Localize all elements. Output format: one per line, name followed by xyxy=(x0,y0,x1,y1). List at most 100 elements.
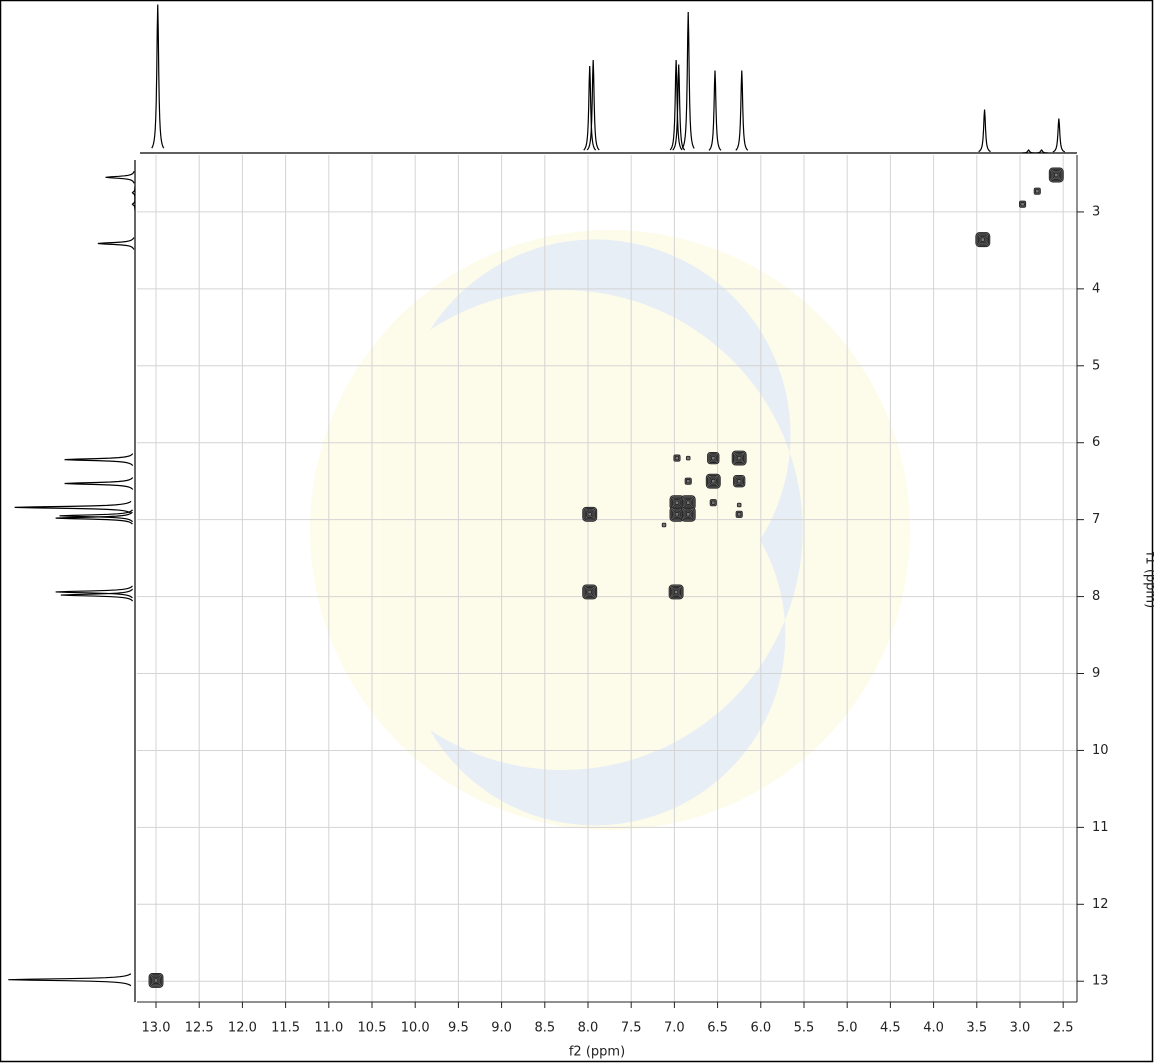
f1-projection-peak xyxy=(131,198,136,211)
contour xyxy=(683,509,694,520)
y-tick-label: 13 xyxy=(1092,974,1109,989)
contour xyxy=(734,476,745,487)
contour xyxy=(1020,201,1025,207)
cross-peak xyxy=(668,584,684,600)
x-tick-label: 7.0 xyxy=(664,1021,685,1036)
x-tick-label: 2.5 xyxy=(1053,1021,1074,1036)
cross-peak xyxy=(673,454,681,462)
contour xyxy=(708,453,719,463)
contour xyxy=(682,508,695,521)
f2-projection-peak xyxy=(1052,118,1066,153)
cross-peak xyxy=(731,450,747,466)
contour xyxy=(151,975,161,986)
contour xyxy=(586,510,594,518)
contour xyxy=(684,499,692,507)
cross-peak xyxy=(1048,167,1064,183)
f2-projection-peak xyxy=(586,59,600,151)
f1-projection-peak xyxy=(97,237,135,250)
x-tick-label: 10.0 xyxy=(401,1021,430,1036)
contour xyxy=(733,451,746,465)
contour xyxy=(711,455,716,461)
f2-projection-peak xyxy=(708,70,722,151)
contour xyxy=(980,237,986,242)
contour xyxy=(1035,188,1040,194)
cross-peak xyxy=(680,506,696,522)
x-tick-label: 3.5 xyxy=(966,1021,987,1036)
cross-peak xyxy=(733,475,746,488)
cross-peak xyxy=(735,510,743,518)
contour xyxy=(685,500,691,505)
f1-projection-peak xyxy=(55,511,133,525)
contour xyxy=(711,500,716,505)
cross-peak xyxy=(148,973,164,988)
watermark-disc xyxy=(310,230,910,830)
contour xyxy=(979,236,987,244)
f2-projection-peak xyxy=(681,11,695,149)
contour xyxy=(680,506,696,522)
contour xyxy=(674,512,680,517)
contour xyxy=(731,450,747,466)
x-tick-label: 12.5 xyxy=(185,1021,214,1036)
f1-projection-peak xyxy=(8,973,132,987)
contour xyxy=(707,475,720,488)
x-tick-label: 10.5 xyxy=(358,1021,387,1036)
contour xyxy=(705,473,721,489)
contour xyxy=(736,455,742,461)
contour xyxy=(673,589,679,595)
y-tick-label: 11 xyxy=(1092,820,1109,835)
y-axis-label: f1 (ppm) xyxy=(1143,552,1154,608)
contour xyxy=(685,455,691,461)
f2-projection-peak xyxy=(151,4,165,149)
contour xyxy=(736,478,742,484)
f2-projection-peak xyxy=(1035,149,1048,154)
contour xyxy=(709,477,717,485)
contour xyxy=(736,512,742,517)
watermark-arc xyxy=(430,239,803,826)
contour xyxy=(709,454,717,462)
contour xyxy=(685,478,691,484)
contour xyxy=(1054,172,1059,178)
cross-peak xyxy=(684,477,692,485)
contour xyxy=(977,234,988,245)
cross-peak xyxy=(707,451,720,465)
f1-projection-peak xyxy=(105,171,135,184)
cross-peak xyxy=(661,522,667,528)
contour xyxy=(1051,170,1062,180)
x-tick-label: 7.5 xyxy=(621,1021,642,1036)
cross-peak xyxy=(705,473,721,489)
contour xyxy=(735,454,743,462)
y-tick-label: 6 xyxy=(1092,435,1100,450)
cross-peak xyxy=(685,455,691,461)
contour xyxy=(734,453,745,463)
f2-projection-peak xyxy=(583,65,597,151)
f1-projection-peak xyxy=(64,477,134,490)
contour xyxy=(661,522,667,528)
contour xyxy=(673,499,681,507)
f1-projection-peak xyxy=(131,186,136,199)
contour xyxy=(583,585,596,599)
y-tick-label: 9 xyxy=(1092,666,1100,681)
x-tick-label: 4.5 xyxy=(880,1021,901,1036)
f1-projection-peak xyxy=(14,500,132,514)
y-tick-label: 7 xyxy=(1092,512,1100,527)
contour xyxy=(149,974,163,987)
y-tick-label: 8 xyxy=(1092,589,1100,604)
x-tick-label: 5.5 xyxy=(794,1021,815,1036)
contour xyxy=(582,506,598,522)
contour xyxy=(976,233,989,246)
contour xyxy=(735,477,743,485)
contour xyxy=(684,510,692,518)
contour xyxy=(736,502,742,508)
f2-projection-peak xyxy=(735,70,749,151)
contour xyxy=(148,973,164,988)
contour xyxy=(671,587,681,597)
cross-peak xyxy=(1019,200,1027,208)
contour xyxy=(584,509,595,520)
f2-projection-peak xyxy=(978,109,991,153)
contour xyxy=(673,510,681,518)
contour xyxy=(586,588,594,596)
cross-peak xyxy=(709,499,717,507)
x-axis-label: f2 (ppm) xyxy=(569,1045,625,1060)
contour xyxy=(152,976,160,985)
